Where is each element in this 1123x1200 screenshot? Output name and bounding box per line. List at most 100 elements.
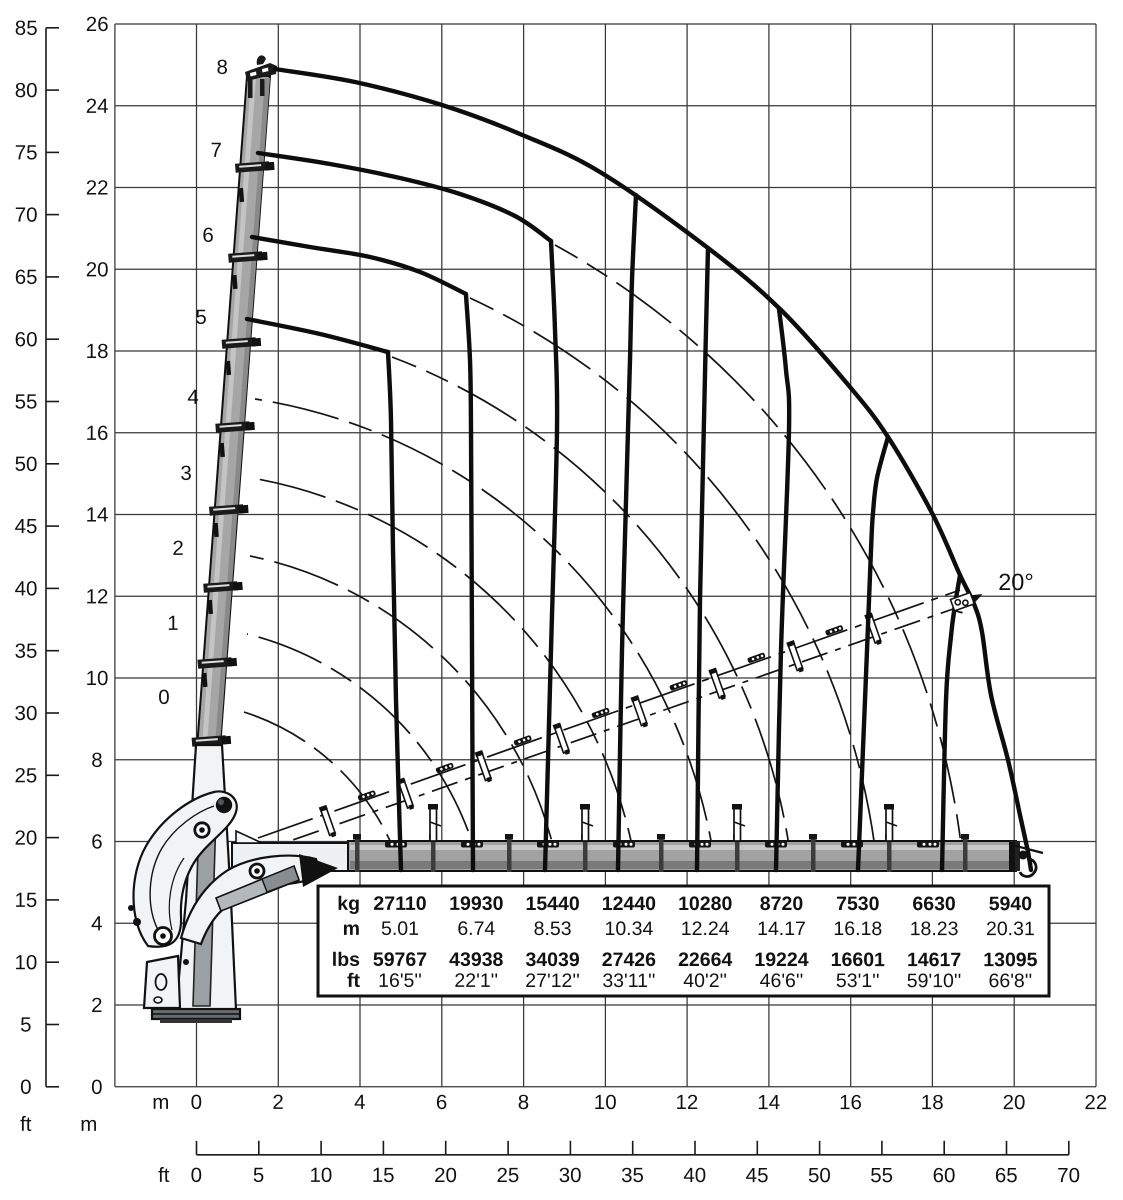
svg-text:18: 18 (86, 340, 109, 363)
svg-text:12.24: 12.24 (681, 918, 730, 940)
svg-text:4: 4 (354, 1091, 365, 1114)
svg-text:4: 4 (91, 912, 102, 935)
svg-text:m: m (152, 1091, 169, 1114)
svg-text:22664: 22664 (678, 949, 732, 971)
svg-text:80: 80 (15, 79, 38, 102)
svg-text:20.31: 20.31 (986, 918, 1035, 940)
svg-text:16.18: 16.18 (833, 918, 882, 940)
svg-text:34039: 34039 (525, 949, 579, 971)
svg-text:27'12'': 27'12'' (525, 970, 580, 992)
svg-text:4: 4 (187, 386, 198, 409)
svg-text:53'1'': 53'1'' (836, 970, 880, 992)
svg-text:0: 0 (20, 1076, 31, 1099)
svg-text:0: 0 (91, 1076, 102, 1099)
svg-text:65: 65 (15, 266, 38, 289)
svg-text:19930: 19930 (449, 893, 503, 915)
svg-text:40'2'': 40'2'' (683, 970, 727, 992)
svg-text:16601: 16601 (831, 949, 885, 971)
svg-text:27110: 27110 (373, 893, 426, 915)
svg-text:40: 40 (15, 577, 38, 600)
svg-text:26: 26 (86, 13, 109, 36)
svg-text:35: 35 (621, 1164, 644, 1187)
svg-text:46'6'': 46'6'' (760, 970, 804, 992)
svg-text:15: 15 (372, 1164, 395, 1187)
svg-text:18: 18 (921, 1091, 944, 1114)
svg-text:ft: ft (158, 1164, 170, 1187)
svg-text:22: 22 (86, 177, 109, 200)
svg-text:19224: 19224 (754, 949, 808, 971)
svg-text:14.17: 14.17 (757, 918, 806, 940)
svg-text:16: 16 (86, 422, 109, 445)
svg-text:10280: 10280 (678, 893, 732, 915)
svg-text:30: 30 (559, 1164, 582, 1187)
svg-text:2: 2 (272, 1091, 283, 1114)
svg-text:60: 60 (933, 1164, 956, 1187)
svg-text:3: 3 (180, 462, 191, 485)
svg-text:14: 14 (757, 1091, 780, 1114)
svg-text:m: m (343, 918, 360, 940)
svg-text:1: 1 (167, 612, 178, 635)
svg-text:5: 5 (253, 1164, 264, 1187)
svg-text:22: 22 (1084, 1091, 1107, 1114)
svg-text:40: 40 (683, 1164, 706, 1187)
svg-text:60: 60 (15, 328, 38, 351)
svg-text:8.53: 8.53 (534, 918, 572, 940)
svg-text:kg: kg (337, 893, 360, 915)
svg-text:ft: ft (20, 1113, 32, 1136)
svg-text:7530: 7530 (836, 893, 880, 915)
svg-text:27426: 27426 (602, 949, 656, 971)
svg-text:20: 20 (1003, 1091, 1026, 1114)
svg-text:15: 15 (14, 889, 37, 912)
svg-text:2: 2 (91, 994, 102, 1017)
svg-text:10.34: 10.34 (604, 918, 653, 940)
svg-text:20°: 20° (998, 569, 1034, 595)
svg-text:16'5'': 16'5'' (378, 970, 422, 992)
svg-text:8: 8 (216, 56, 227, 79)
svg-text:5: 5 (195, 306, 206, 329)
svg-text:55: 55 (15, 391, 38, 414)
svg-text:6.74: 6.74 (457, 918, 495, 940)
svg-text:30: 30 (15, 702, 38, 725)
svg-text:lbs: lbs (332, 949, 360, 971)
svg-text:20: 20 (434, 1164, 457, 1187)
svg-text:5940: 5940 (989, 893, 1033, 915)
svg-text:6: 6 (202, 224, 213, 247)
svg-text:85: 85 (15, 17, 38, 40)
svg-text:20: 20 (86, 258, 109, 281)
svg-text:75: 75 (15, 141, 38, 164)
svg-text:35: 35 (15, 640, 38, 663)
svg-text:m: m (80, 1113, 97, 1136)
svg-text:10: 10 (594, 1091, 617, 1114)
svg-text:45: 45 (15, 515, 38, 538)
svg-text:0: 0 (158, 686, 169, 709)
svg-text:59'10'': 59'10'' (907, 970, 962, 992)
svg-text:16: 16 (839, 1091, 862, 1114)
svg-text:25: 25 (15, 764, 38, 787)
svg-text:6: 6 (91, 831, 102, 854)
svg-text:24: 24 (86, 95, 109, 118)
svg-text:6630: 6630 (912, 893, 956, 915)
svg-text:13095: 13095 (983, 949, 1037, 971)
svg-text:18.23: 18.23 (910, 918, 959, 940)
svg-text:10: 10 (86, 667, 109, 690)
svg-text:5: 5 (20, 1014, 31, 1037)
svg-text:0: 0 (191, 1164, 202, 1187)
svg-text:7: 7 (210, 139, 221, 162)
svg-text:55: 55 (870, 1164, 893, 1187)
svg-text:12440: 12440 (602, 893, 656, 915)
svg-text:10: 10 (309, 1164, 332, 1187)
svg-text:6: 6 (436, 1091, 447, 1114)
svg-text:15440: 15440 (525, 893, 579, 915)
svg-text:10: 10 (14, 951, 37, 974)
svg-text:8: 8 (518, 1091, 529, 1114)
svg-text:8720: 8720 (760, 893, 804, 915)
svg-text:65: 65 (995, 1164, 1018, 1187)
svg-text:66'8'': 66'8'' (989, 970, 1033, 992)
svg-text:2: 2 (172, 537, 183, 560)
svg-text:70: 70 (15, 204, 38, 227)
svg-text:20: 20 (15, 827, 38, 850)
svg-text:59767: 59767 (373, 949, 427, 971)
svg-text:5.01: 5.01 (381, 918, 419, 940)
svg-text:ft: ft (347, 970, 361, 992)
svg-text:70: 70 (1057, 1164, 1080, 1187)
